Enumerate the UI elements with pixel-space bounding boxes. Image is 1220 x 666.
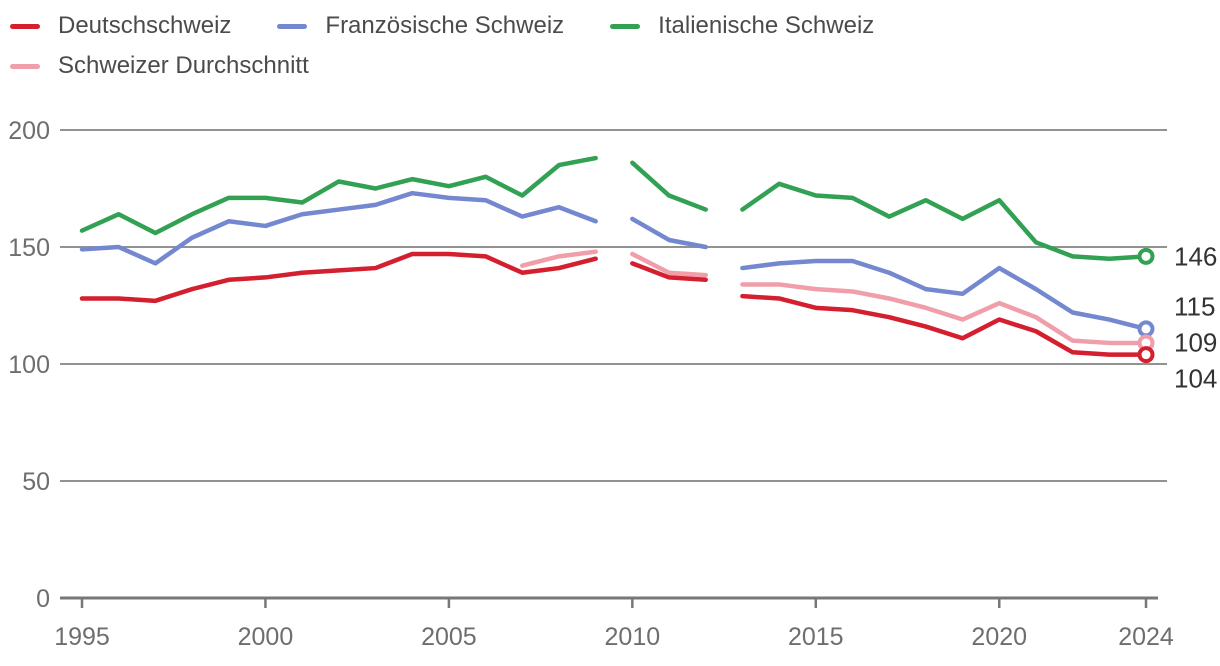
legend-swatch-franzoesische_schweiz	[277, 23, 308, 29]
series-line-schweizer_durchschnitt-seg2	[630, 251, 708, 278]
legend-swatch-italienische_schweiz	[610, 23, 641, 29]
y-tick-label-50: 50	[22, 468, 50, 496]
series-line-deutschschweiz-seg3	[740, 293, 1149, 357]
series-line-deutschschweiz-seg2	[630, 261, 708, 283]
end-value-label-italienische_schweiz: 146	[1174, 241, 1217, 271]
legend-swatch-schweizer_durchschnitt	[10, 63, 40, 69]
legend-label: Deutschschweiz	[58, 12, 232, 39]
y-tick-label-200: 200	[8, 117, 50, 145]
legend-label: Italienische Schweiz	[658, 12, 875, 39]
end-value-label-deutschschweiz: 104	[1174, 363, 1217, 393]
y-tick-label-0: 0	[36, 585, 50, 613]
y-tick-label-100: 100	[8, 351, 50, 379]
legend-label: Schweizer Durchschnitt	[58, 52, 309, 79]
series-line-italienische_schweiz-seg2	[630, 160, 708, 212]
x-tick-label-2020: 2020	[971, 623, 1027, 651]
legend-label: Französische Schweiz	[325, 12, 565, 39]
end-value-label-franzoesische_schweiz: 115	[1174, 291, 1215, 321]
x-tick-label-2024: 2024	[1118, 623, 1174, 651]
y-tick-label-150: 150	[8, 234, 50, 262]
series-line-schweizer_durchschnitt-seg3	[740, 282, 1149, 346]
legend-item-franzoesische_schweiz[interactable]: Französische Schweiz	[277, 12, 564, 40]
series-line-italienische_schweiz-seg3	[740, 181, 1149, 261]
end-marker-deutschschweiz	[1137, 346, 1155, 364]
chart-legend: Deutschschweiz Französische Schweiz Italie…	[10, 12, 990, 80]
legend-item-italienische_schweiz[interactable]: Italienische Schweiz	[610, 12, 874, 40]
x-tick-label-2010: 2010	[605, 623, 661, 651]
series-line-franzoesische_schweiz-seg2	[630, 216, 708, 250]
legend-item-schweizer_durchschnitt[interactable]: Schweizer Durchschnitt	[10, 52, 309, 80]
end-marker-italienische_schweiz	[1137, 247, 1155, 265]
line-chart: 0 50 100 150 200 1995 2000 2005 2010 2015 2020 2024…	[8, 117, 1217, 651]
x-tick-label-1995: 1995	[54, 623, 110, 651]
x-tick-label-2015: 2015	[788, 623, 844, 651]
end-value-label-schweizer_durchschnitt: 109	[1174, 327, 1217, 357]
series-line-franzoesische_schweiz-seg1	[79, 190, 598, 266]
series-line-italienische_schweiz-seg1	[79, 155, 598, 236]
legend-item-deutschschweiz[interactable]: Deutschschweiz	[10, 12, 231, 40]
chart-area: 0 50 100 150 200 1995 2000 2005 2010 2015 2020 2024…	[0, 90, 1220, 666]
end-marker-franzoesische_schweiz	[1137, 320, 1155, 338]
legend-swatch-deutschschweiz	[10, 23, 40, 29]
series-line-deutschschweiz-seg1	[79, 251, 598, 304]
series-line-schweizer_durchschnitt-seg1	[520, 249, 598, 268]
series-line-franzoesische_schweiz-seg3	[740, 258, 1149, 332]
x-tick-label-2005: 2005	[421, 623, 477, 651]
x-tick-label-2000: 2000	[238, 623, 294, 651]
